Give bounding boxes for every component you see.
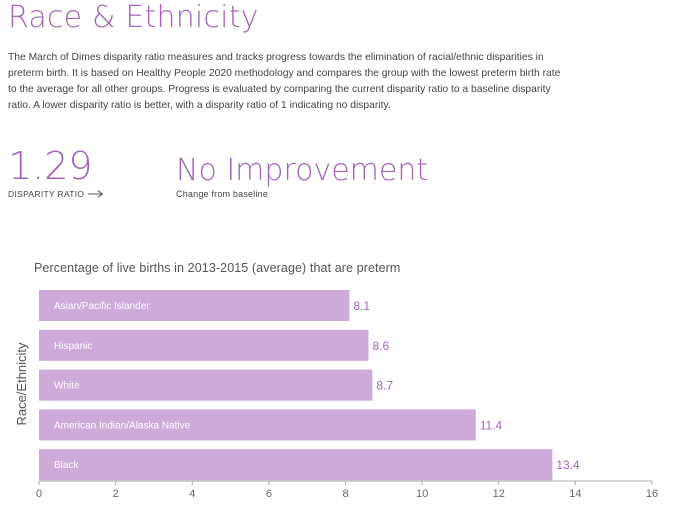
page-title: Race & Ethnicity — [8, 0, 259, 35]
bar[interactable] — [39, 369, 373, 401]
bar[interactable] — [39, 449, 553, 481]
chart-title: Percentage of live births in 2013-2015 (… — [34, 261, 401, 275]
preterm-birth-bar-chart: Asian/Pacific Islander 8.1 Hispanic 8.6 Whit… — [14, 290, 658, 500]
bar-value-label: 8.1 — [353, 299, 370, 313]
bar-value-label: 11.4 — [480, 418, 503, 432]
x-tick-label: 14 — [569, 488, 581, 500]
bar-value-label: 8.6 — [372, 339, 389, 353]
x-tick-label: 8 — [342, 488, 348, 500]
y-axis-label: Race/Ethnicity — [14, 342, 29, 426]
x-tick-label: 6 — [266, 488, 272, 500]
bar[interactable] — [39, 329, 369, 361]
disparity-ratio-label[interactable]: DISPARITY RATIO — [8, 189, 85, 199]
bar-category-label: White — [54, 381, 80, 392]
disparity-ratio-value: 1.29 — [8, 144, 93, 188]
bar-category-label: Asian/Pacific Islander — [54, 301, 150, 312]
improvement-status-label: Change from baseline — [176, 189, 269, 199]
x-tick-label: 12 — [493, 488, 505, 500]
bar-value-label: 8.7 — [376, 379, 393, 393]
bar-category-label: Hispanic — [54, 341, 92, 352]
bar[interactable] — [39, 290, 350, 321]
improvement-status: No Improvement — [176, 153, 429, 188]
bar[interactable] — [39, 409, 476, 441]
x-tick-label: 4 — [189, 488, 195, 500]
x-tick-label: 0 — [36, 488, 42, 500]
x-tick-label: 10 — [416, 488, 428, 500]
page-description: The March of Dimes disparity ratio measu… — [8, 52, 561, 111]
bar-category-label: American Indian/Alaska Native — [54, 420, 191, 431]
x-tick-label: 16 — [646, 488, 658, 500]
arrow-right-icon[interactable] — [88, 190, 104, 198]
bar-category-label: Black — [54, 460, 79, 471]
bar-value-label: 13.4 — [556, 458, 580, 472]
x-tick-label: 2 — [113, 488, 119, 500]
